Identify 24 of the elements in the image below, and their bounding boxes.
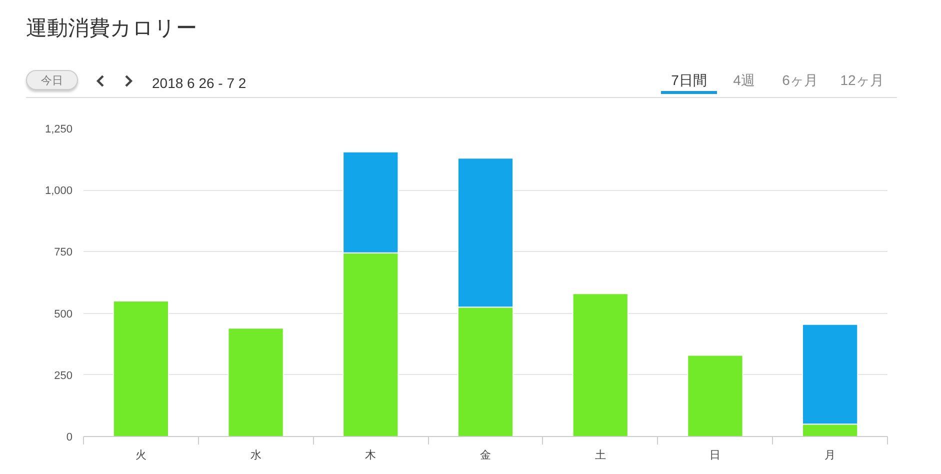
y-tick-label: 250 (54, 370, 73, 382)
bar (572, 293, 628, 436)
bar (687, 354, 744, 436)
x-tick-label: 日 (710, 450, 721, 462)
x-tick-label: 木 (365, 448, 376, 462)
y-tick-label: 1,250 (44, 124, 73, 136)
y-tick-label: 750 (54, 246, 73, 259)
y-tick-label: 0 (66, 432, 73, 444)
chart-title: 運動消費カロリー (26, 16, 197, 42)
x-tick-label: 火 (135, 448, 146, 462)
y-tick-label: 500 (54, 308, 73, 320)
text: 6ヶ月 (781, 71, 819, 90)
bar (112, 300, 169, 436)
text: 12ヶ月 (839, 71, 885, 90)
text: 今日 (26, 70, 78, 90)
bar (228, 328, 284, 436)
x-tick-label: 土 (594, 448, 606, 462)
text: 7日間 (661, 70, 717, 94)
x-tick-label: 月 (824, 450, 836, 462)
x-tick-label: 金 (480, 450, 491, 462)
x-tick-label: 水 (250, 448, 262, 462)
chart-subtitle: 2018 6 26 - 7 2 (152, 74, 246, 93)
y-tick-label: 1,000 (44, 185, 73, 198)
text: 4週 (732, 71, 756, 90)
